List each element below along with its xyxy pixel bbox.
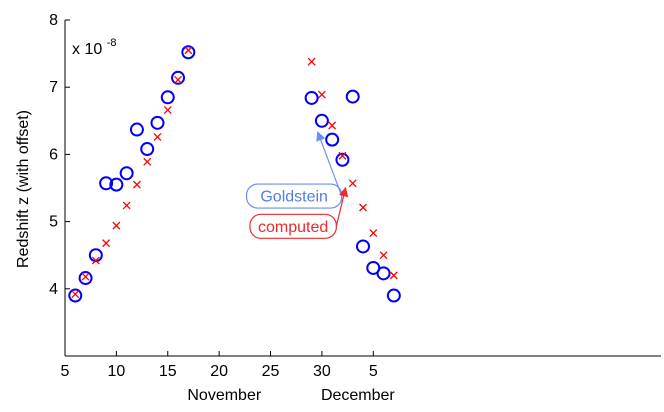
computed-point <box>174 75 182 84</box>
goldstein-point <box>68 288 83 303</box>
computed-point <box>132 180 141 189</box>
y-tick-label: 7 <box>49 79 58 96</box>
computed-arrow <box>335 186 349 227</box>
computed-point <box>102 239 111 248</box>
computed-point <box>163 106 172 115</box>
month-label: November <box>187 387 261 404</box>
y-exponent-sup: -8 <box>107 37 117 49</box>
y-tick-label: 6 <box>49 146 58 163</box>
computed-point <box>328 121 337 130</box>
goldstein-arrow <box>316 131 343 197</box>
plot-area: 5 10 15 20 25 30 5 4 5 6 7 8 November December Goldste… <box>49 12 661 404</box>
y-exponent-label: x 10 -8 <box>72 37 116 58</box>
computed-point <box>122 201 131 210</box>
computed-point <box>338 151 347 160</box>
goldstein-point <box>129 122 144 137</box>
computed-point <box>389 271 398 280</box>
goldstein-point <box>150 115 165 130</box>
goldstein-point <box>345 89 360 104</box>
computed-point <box>359 203 367 212</box>
computed-point <box>184 46 193 55</box>
x-tick-label: 20 <box>210 363 228 380</box>
goldstein-annotation-text: Goldstein <box>260 189 328 206</box>
computed-point <box>112 221 121 230</box>
goldstein-point <box>314 113 329 128</box>
computed-point <box>143 157 152 166</box>
y-tick-label: 8 <box>49 12 58 29</box>
goldstein-point <box>335 152 350 167</box>
goldstein-point <box>376 266 391 281</box>
goldstein-point <box>109 177 124 192</box>
goldstein-point <box>99 176 114 191</box>
computed-point <box>348 179 357 188</box>
computed-point <box>81 272 90 281</box>
y-tick-label: 4 <box>49 281 58 298</box>
goldstein-point <box>386 288 401 303</box>
x-tick-label: 10 <box>107 363 125 380</box>
goldstein-point <box>171 70 186 85</box>
y-tick-label: 5 <box>49 214 58 231</box>
goldstein-point <box>325 132 340 147</box>
x-tick-label: 25 <box>262 363 280 380</box>
x-tick-label: 15 <box>159 363 177 380</box>
computed-point <box>307 57 316 66</box>
goldstein-point <box>119 166 134 181</box>
goldstein-point <box>88 248 103 263</box>
computed-point <box>71 290 80 299</box>
x-tick-label: 5 <box>369 363 378 380</box>
computed-point <box>153 132 162 141</box>
computed-point <box>369 229 378 237</box>
goldstein-point <box>181 45 196 60</box>
goldstein-point <box>160 90 175 105</box>
goldstein-point <box>78 271 93 286</box>
y-axis-label: Redshift z (with offset) <box>15 110 32 268</box>
x-tick-label: 30 <box>313 363 331 380</box>
month-label: December <box>321 387 395 404</box>
goldstein-point <box>140 142 155 157</box>
goldstein-point <box>304 90 319 105</box>
computed-point <box>91 256 100 265</box>
computed-point <box>317 90 326 99</box>
y-exponent-base: x 10 <box>72 41 102 58</box>
x-tick-label: 5 <box>61 363 70 380</box>
computed-annotation-text: computed <box>258 219 328 236</box>
computed-point <box>379 251 388 260</box>
goldstein-point <box>356 239 370 254</box>
